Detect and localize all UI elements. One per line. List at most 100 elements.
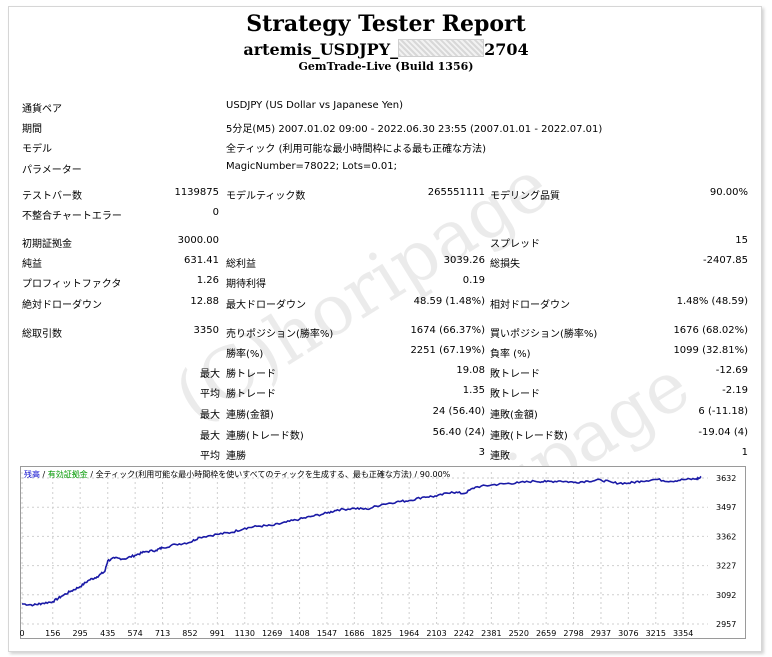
spread-label: スプレッド — [490, 239, 540, 250]
consecutive-losses-trades-value: -19.04 (4) — [698, 427, 748, 438]
gross-profit-label: 総利益 — [226, 259, 256, 270]
relative-drawdown-label: 相対ドローダウン — [490, 300, 570, 311]
x-tick-label: 1269 — [262, 629, 282, 638]
relative-drawdown-value: 1.48% (48.59) — [676, 296, 748, 307]
consecutive-losses-trades-label: 連敗(トレード数) — [490, 431, 568, 442]
max-drawdown-label: 最大ドローダウン — [226, 300, 306, 311]
quality-value: 90.00% — [709, 187, 748, 198]
x-tick-label: 1686 — [344, 629, 364, 638]
x-tick-label: 3076 — [618, 629, 638, 638]
average-loss-value: -2.19 — [722, 385, 748, 396]
legend-separator-1: / — [40, 470, 48, 479]
profit-factor-value: 1.26 — [196, 275, 219, 286]
max-drawdown-value: 48.59 (1.48%) — [413, 296, 485, 307]
redacted-account — [398, 39, 485, 57]
largest-loss-label: 敗トレード — [490, 369, 540, 380]
legend-separator-3: / — [411, 470, 420, 479]
legend-balance: 残高 — [24, 470, 40, 479]
x-tick-label: 713 — [155, 629, 170, 638]
y-tick-label: 3362 — [716, 532, 736, 541]
total-trades-label: 総取引数 — [22, 329, 62, 340]
consecutive-losses-money-label: 連敗(金額) — [490, 410, 538, 421]
average-loss-label: 敗トレード — [490, 389, 540, 400]
net-profit-label: 純益 — [22, 259, 42, 270]
deposit-label: 初期証拠金 — [22, 239, 72, 250]
x-tick-label: 435 — [100, 629, 115, 638]
x-tick-label: 1964 — [399, 629, 419, 638]
mismatch-value: 0 — [212, 207, 219, 218]
short-positions-value: 1674 (66.37%) — [410, 325, 485, 336]
average-consecutive-losses-value: 1 — [741, 447, 748, 458]
x-tick-label: 2381 — [481, 629, 501, 638]
y-tick-label: 3227 — [716, 562, 736, 571]
expected-payoff-value: 0.19 — [462, 275, 485, 286]
average-consecutive-wins-value: 3 — [478, 447, 485, 458]
x-tick-label: 1130 — [235, 629, 255, 638]
x-tick-label: 2798 — [563, 629, 583, 638]
consecutive-wins-trades-value: 56.40 (24) — [432, 427, 485, 438]
ticks-label: モデルティック数 — [226, 191, 306, 202]
x-tick-label: 2103 — [426, 629, 446, 638]
x-tick-label: 2242 — [454, 629, 474, 638]
expert-name-suffix: 2704 — [484, 40, 529, 59]
y-tick-label: 3092 — [716, 591, 736, 600]
largest-win-value: 19.08 — [456, 365, 485, 376]
consecutive-wins-money-value: 24 (56.40) — [432, 406, 485, 417]
y-tick-label: 3497 — [716, 503, 736, 512]
average-word: 平均 — [200, 389, 220, 400]
x-tick-label: 2659 — [536, 629, 556, 638]
expert-name: artemis_USDJPY_ 2704 — [0, 39, 772, 59]
bars-label: テストバー数 — [22, 191, 82, 202]
legend-model-description: 全ティック(利用可能な最小時間枠を使いすべてのティックを生成する、最も正確な方法… — [95, 470, 412, 479]
total-trades-value: 3350 — [193, 325, 219, 336]
x-tick-label: 0 — [20, 629, 25, 638]
x-tick-label: 991 — [210, 629, 225, 638]
long-positions-value: 1676 (68.02%) — [673, 325, 748, 336]
loss-rate-value: 1099 (32.81%) — [673, 345, 748, 356]
period-label: 期間 — [22, 124, 42, 135]
chart-grid — [21, 472, 708, 625]
server-build: GemTrade-Live (Build 1356) — [298, 60, 474, 73]
average-consecutive-word: 平均 — [200, 451, 220, 462]
expert-name-prefix: artemis_USDJPY_ — [243, 40, 399, 59]
legend-modeling-quality: 90.00% — [419, 470, 451, 479]
y-tick-labels: 2957 3092 3227 3362 3497 3632 — [716, 474, 736, 629]
y-tick-label: 3632 — [716, 474, 736, 483]
loss-rate-label: 負率 (%) — [490, 349, 531, 360]
report-title: Strategy Tester Report — [246, 11, 526, 37]
win-rate-label: 勝率(%) — [226, 349, 264, 360]
gross-profit-value: 3039.26 — [443, 255, 485, 266]
short-positions-label: 売りポジション(勝率%) — [226, 329, 334, 340]
balance-line — [21, 475, 702, 607]
parameters-label: パラメーター — [22, 165, 82, 176]
x-tick-labels: 0 156 295 435 574 713 852 991 1130 1269 1408 1547 16… — [20, 629, 693, 638]
x-tick-label: 3215 — [646, 629, 666, 638]
x-tick-label: 852 — [182, 629, 197, 638]
x-tick-label: 2520 — [509, 629, 529, 638]
x-tick-label: 3354 — [673, 629, 693, 638]
average-win-label: 勝トレード — [226, 389, 276, 400]
balance-chart: 0 156 295 435 574 713 852 991 1130 1269 1408 1547 16… — [20, 466, 746, 639]
legend-equity: 有効証拠金 — [47, 470, 88, 479]
chart-border — [20, 466, 746, 639]
chart-header: 残高 / 有効証拠金 / 全ティック(利用可能な最小時間枠を使いすべてのティック… — [24, 469, 450, 480]
y-tick-label: 2957 — [716, 620, 736, 629]
gross-loss-value: -2407.85 — [703, 255, 748, 266]
x-tick-label: 574 — [128, 629, 143, 638]
period-value: 5分足(M5) 2007.01.02 09:00 - 2022.06.30 23… — [226, 124, 603, 135]
symbol-value: USDJPY (US Dollar vs Japanese Yen) — [226, 100, 404, 111]
x-tick-label: 295 — [73, 629, 88, 638]
largest-loss-value: -12.69 — [715, 365, 748, 376]
consecutive-wins-money-label: 連勝(金額) — [226, 410, 274, 421]
max-consecutive-money-word: 最大 — [200, 410, 220, 421]
bars-value: 1139875 — [174, 187, 219, 198]
consecutive-losses-money-value: 6 (-11.18) — [698, 406, 748, 417]
x-tick-label: 1825 — [372, 629, 392, 638]
average-win-value: 1.35 — [462, 385, 485, 396]
model-label: モデル — [22, 144, 52, 155]
quality-label: モデリング品質 — [490, 191, 560, 202]
absolute-drawdown-label: 絶対ドローダウン — [22, 300, 102, 311]
average-consecutive-wins-label: 連勝 — [226, 451, 246, 462]
profit-factor-label: プロフィットファクタ — [22, 279, 122, 290]
x-tick-label: 2937 — [591, 629, 611, 638]
